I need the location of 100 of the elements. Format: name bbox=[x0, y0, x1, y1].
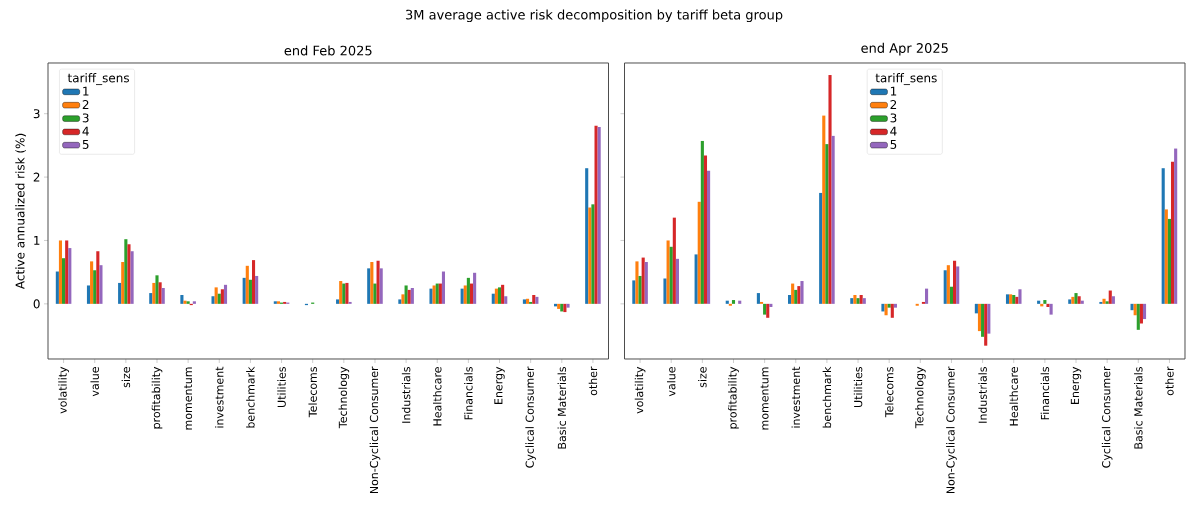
bar bbox=[694, 254, 698, 304]
text: 3M average active risk decomposition by tariff beta group bbox=[405, 9, 783, 23]
bar bbox=[925, 288, 929, 304]
x-tick-label: value bbox=[666, 367, 676, 397]
bar bbox=[245, 265, 249, 304]
bar bbox=[504, 296, 508, 304]
bar bbox=[731, 300, 736, 304]
bar bbox=[1133, 303, 1137, 316]
bar bbox=[987, 303, 991, 334]
bar bbox=[1130, 303, 1134, 311]
y-tick-label: 1 bbox=[34, 236, 40, 245]
bar bbox=[641, 257, 645, 304]
bar bbox=[893, 303, 897, 308]
bar bbox=[211, 296, 215, 304]
bar bbox=[943, 270, 947, 304]
x-tick-label: size bbox=[698, 367, 707, 388]
x-tick-label: Technology bbox=[338, 366, 350, 429]
bar bbox=[853, 294, 857, 304]
bar bbox=[884, 303, 888, 316]
bar bbox=[398, 299, 402, 304]
bar bbox=[856, 298, 860, 304]
x-tick-label: Financials bbox=[1040, 367, 1050, 420]
bar bbox=[152, 282, 156, 304]
bar bbox=[1005, 294, 1010, 304]
bar bbox=[248, 279, 252, 304]
x-tick-label: investment bbox=[215, 366, 224, 428]
bar bbox=[881, 303, 885, 312]
bar bbox=[180, 294, 184, 304]
bar bbox=[800, 281, 804, 304]
y-tick-label: 2 bbox=[33, 172, 40, 182]
bar bbox=[55, 271, 59, 304]
x-tick-label: Cyclical Consumer bbox=[525, 366, 536, 468]
legend-label: 3 bbox=[890, 113, 897, 123]
bar bbox=[1139, 303, 1143, 324]
bar bbox=[155, 275, 159, 304]
chart-title: end Apr 2025 bbox=[861, 42, 948, 56]
bar bbox=[158, 282, 162, 304]
bar bbox=[756, 293, 760, 304]
bar bbox=[1164, 209, 1168, 304]
x-tick-label: investment bbox=[791, 366, 801, 428]
bar bbox=[1111, 296, 1115, 304]
bar bbox=[367, 268, 371, 304]
bar bbox=[585, 168, 589, 304]
x-tick-label: other bbox=[588, 366, 598, 396]
bar bbox=[738, 300, 742, 304]
bar bbox=[638, 275, 642, 304]
bar bbox=[161, 288, 165, 304]
bar bbox=[672, 217, 676, 304]
bar bbox=[984, 303, 988, 346]
bar bbox=[497, 287, 502, 304]
bar bbox=[953, 260, 957, 304]
legend-label: 5 bbox=[82, 140, 89, 149]
bar bbox=[223, 284, 228, 304]
bar bbox=[981, 303, 985, 337]
bar bbox=[707, 170, 711, 304]
bar bbox=[379, 268, 383, 304]
bar bbox=[404, 285, 408, 304]
bar bbox=[373, 283, 377, 304]
legend-label: 5 bbox=[890, 140, 897, 149]
bar bbox=[68, 248, 72, 304]
bar bbox=[491, 293, 495, 304]
bar bbox=[401, 294, 405, 304]
bar bbox=[370, 262, 374, 304]
bar bbox=[949, 286, 954, 304]
x-tick-label: Basic Materials bbox=[557, 367, 567, 449]
x-tick-label: momentum bbox=[184, 367, 193, 430]
bar bbox=[644, 262, 648, 304]
bar bbox=[666, 240, 670, 304]
bar bbox=[890, 303, 894, 318]
bar bbox=[825, 144, 829, 304]
bar bbox=[822, 115, 826, 304]
bar bbox=[99, 265, 103, 304]
x-tick-label: value bbox=[90, 367, 99, 397]
x-tick-label: Telecoms bbox=[884, 367, 894, 418]
bar bbox=[703, 155, 708, 304]
x-tick-label: profitability bbox=[728, 366, 739, 429]
bar bbox=[494, 288, 498, 304]
bar bbox=[887, 303, 891, 308]
bar bbox=[1080, 300, 1084, 304]
x-tick-label: Industrials bbox=[978, 367, 987, 423]
bar bbox=[86, 285, 91, 304]
x-tick-label: Energy bbox=[494, 366, 505, 404]
bar bbox=[1136, 303, 1140, 330]
y-axis-title: Active annualized risk (%) bbox=[15, 133, 26, 290]
x-tick-label: size bbox=[121, 367, 131, 388]
legend-label: 3 bbox=[82, 113, 89, 123]
bar bbox=[1049, 303, 1053, 315]
bar bbox=[1170, 161, 1175, 304]
bar bbox=[242, 277, 246, 304]
x-tick-label: Healthcare bbox=[432, 367, 442, 426]
x-tick-label: benchmark bbox=[246, 366, 255, 428]
bar bbox=[121, 262, 125, 304]
bar bbox=[220, 289, 224, 304]
x-tick-label: Technology bbox=[915, 366, 926, 429]
x-tick-label: Healthcare bbox=[1009, 367, 1018, 426]
bar bbox=[251, 260, 256, 304]
bar bbox=[828, 75, 832, 304]
x-tick-label: Basic Materials bbox=[1134, 367, 1143, 449]
bar bbox=[118, 282, 122, 304]
bar bbox=[1174, 148, 1178, 304]
